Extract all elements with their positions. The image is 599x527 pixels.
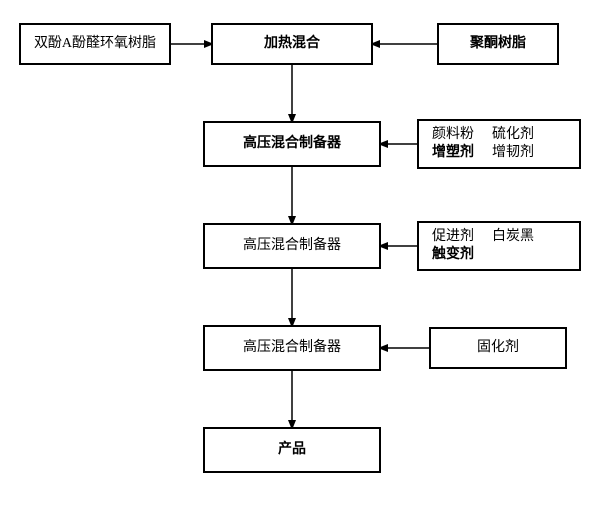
node-label: 产品 bbox=[278, 440, 306, 457]
node-left1: 双酚A酚醛环氧树脂 bbox=[20, 24, 170, 64]
node-right1: 聚酮树脂 bbox=[438, 24, 558, 64]
node-label: 聚酮树脂 bbox=[469, 34, 526, 51]
node-right4: 固化剂 bbox=[430, 328, 566, 368]
node-label: 白炭黑 bbox=[492, 228, 534, 244]
node-label: 加热混合 bbox=[263, 34, 321, 51]
node-center2: 高压混合制备器 bbox=[204, 122, 380, 166]
node-label: 双酚A酚醛环氧树脂 bbox=[34, 35, 156, 51]
node-label: 增韧剂 bbox=[492, 144, 534, 160]
node-label: 固化剂 bbox=[477, 339, 519, 355]
node-label: 高压混合制备器 bbox=[243, 134, 342, 151]
node-label: 颜料粉 bbox=[432, 126, 474, 142]
node-center3: 高压混合制备器 bbox=[204, 224, 380, 268]
node-right3: 促进剂 白炭黑触变剂 bbox=[418, 222, 580, 270]
node-center1: 加热混合 bbox=[212, 24, 372, 64]
node-label: 高压混合制备器 bbox=[243, 338, 341, 355]
node-label: 增塑剂 bbox=[432, 143, 474, 160]
node-center5: 产品 bbox=[204, 428, 380, 472]
node-label: 硫化剂 bbox=[492, 126, 534, 142]
node-right2: 颜料粉 硫化剂增塑剂 增韧剂 bbox=[418, 120, 580, 168]
node-label: 促进剂 bbox=[432, 228, 474, 244]
node-label: 触变剂 bbox=[431, 245, 474, 262]
flowchart-diagram: 双酚A酚醛环氧树脂加热混合聚酮树脂高压混合制备器颜料粉硫化剂增塑剂增韧剂高压混合… bbox=[0, 0, 599, 527]
node-label: 高压混合制备器 bbox=[243, 236, 341, 253]
node-center4: 高压混合制备器 bbox=[204, 326, 380, 370]
